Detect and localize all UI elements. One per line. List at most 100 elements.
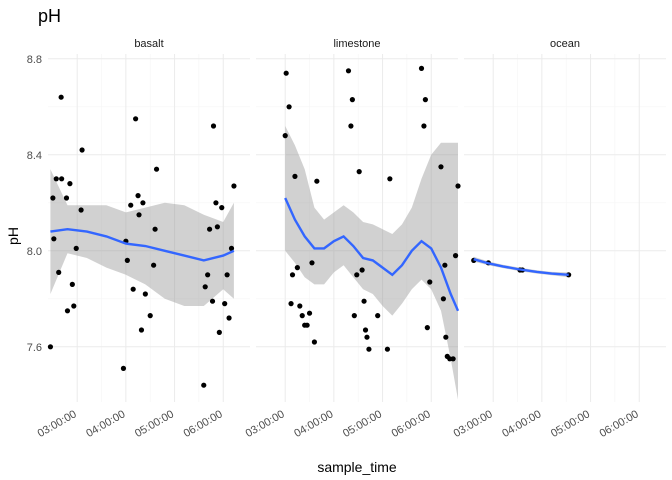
strip-label-ocean: ocean xyxy=(550,38,580,50)
data-point xyxy=(210,123,217,129)
data-point xyxy=(209,298,216,304)
data-point xyxy=(128,202,134,208)
data-point xyxy=(124,257,130,263)
data-point xyxy=(142,291,148,297)
data-point xyxy=(226,315,232,321)
data-point xyxy=(133,116,139,122)
data-point xyxy=(288,301,294,307)
x-tick-label: 06:00:00 xyxy=(390,408,433,440)
y-tick-label: 8.4 xyxy=(27,150,42,162)
data-point xyxy=(283,70,289,76)
data-point xyxy=(286,104,292,110)
chart-title: pH xyxy=(38,6,61,26)
facet-panel-limestone: limestone 03:00:00 04:00:00 05:00:00 06:00:0… xyxy=(244,38,461,440)
data-point xyxy=(455,183,461,189)
data-point xyxy=(153,166,160,172)
data-point xyxy=(289,272,296,278)
y-tick-label: 8.0 xyxy=(27,246,42,258)
data-point xyxy=(442,262,448,268)
data-point xyxy=(53,176,59,182)
data-point xyxy=(222,301,228,307)
confidence-ribbon xyxy=(285,126,458,400)
data-point xyxy=(375,313,381,319)
data-point xyxy=(147,313,153,319)
x-axis-title: sample_time xyxy=(317,459,397,475)
data-point xyxy=(56,269,62,275)
data-point xyxy=(299,313,305,319)
strip-label-basalt: basalt xyxy=(134,38,163,50)
x-tick-label: 05:00:00 xyxy=(341,408,384,440)
x-tick-label: 04:00:00 xyxy=(84,408,127,440)
data-point xyxy=(224,272,230,278)
data-point xyxy=(450,356,456,362)
x-tick-label: 05:00:00 xyxy=(549,408,592,440)
data-point xyxy=(349,97,355,103)
data-point xyxy=(452,253,459,259)
x-tick-label: 04:00:00 xyxy=(292,408,335,440)
data-point xyxy=(366,346,372,352)
data-point xyxy=(422,97,428,103)
y-tick-label: 7.6 xyxy=(27,342,42,354)
data-point xyxy=(438,164,444,170)
data-point xyxy=(294,265,300,271)
data-point xyxy=(297,303,303,309)
y-tick-labels: 7.6 8.0 8.4 8.8 xyxy=(27,54,42,354)
data-point xyxy=(440,296,446,302)
data-point xyxy=(79,147,85,153)
data-point xyxy=(311,339,318,345)
data-point xyxy=(427,279,433,285)
data-point xyxy=(135,193,141,199)
data-point xyxy=(421,123,427,129)
data-point xyxy=(361,298,367,304)
data-point xyxy=(219,205,225,211)
data-point xyxy=(364,334,370,340)
data-point xyxy=(213,200,219,206)
data-point xyxy=(47,344,54,350)
x-tick-label: 06:00:00 xyxy=(598,408,641,440)
y-tick-label: 8.8 xyxy=(27,54,42,66)
data-point xyxy=(140,200,146,206)
data-point xyxy=(314,178,320,184)
data-point xyxy=(201,382,207,388)
data-point xyxy=(309,260,315,266)
x-tick-label: 03:00:00 xyxy=(36,408,79,440)
data-point xyxy=(418,65,425,71)
smooth-line xyxy=(50,227,235,262)
data-point xyxy=(443,334,449,340)
data-point xyxy=(138,327,145,333)
data-point xyxy=(50,195,56,201)
data-point xyxy=(71,303,77,309)
data-point xyxy=(231,183,237,189)
data-point xyxy=(51,236,57,242)
x-tick-label: 03:00:00 xyxy=(244,408,287,440)
x-tick-label: 04:00:00 xyxy=(500,408,543,440)
data-point xyxy=(120,365,127,371)
data-point xyxy=(205,272,211,278)
data-point xyxy=(69,281,75,287)
data-point xyxy=(282,133,288,139)
confidence-ribbon xyxy=(50,169,234,306)
data-point xyxy=(59,176,65,182)
data-point xyxy=(351,313,357,319)
data-point xyxy=(292,173,298,179)
data-point xyxy=(228,245,235,251)
data-point xyxy=(306,310,313,316)
data-point xyxy=(345,68,352,74)
x-tick-label: 03:00:00 xyxy=(452,408,495,440)
data-point xyxy=(348,123,354,129)
data-point xyxy=(362,327,369,333)
data-point xyxy=(207,226,213,232)
x-tick-label: 06:00:00 xyxy=(182,408,225,440)
x-tick-label: 05:00:00 xyxy=(133,408,176,440)
data-point xyxy=(73,245,79,251)
facet-panel-ocean: ocean 03:00:00 04:00:00 05:00:00 06:00:00 xyxy=(452,38,666,440)
data-point xyxy=(384,346,391,352)
data-point xyxy=(64,308,71,314)
strip-label-limestone: limestone xyxy=(333,38,380,50)
data-point xyxy=(130,286,136,292)
data-point xyxy=(63,195,70,201)
data-point xyxy=(216,329,222,335)
facet-panel-basalt: basalt 03:00:00 04:00:00 05:00:00 06:00:00 xyxy=(36,38,250,440)
